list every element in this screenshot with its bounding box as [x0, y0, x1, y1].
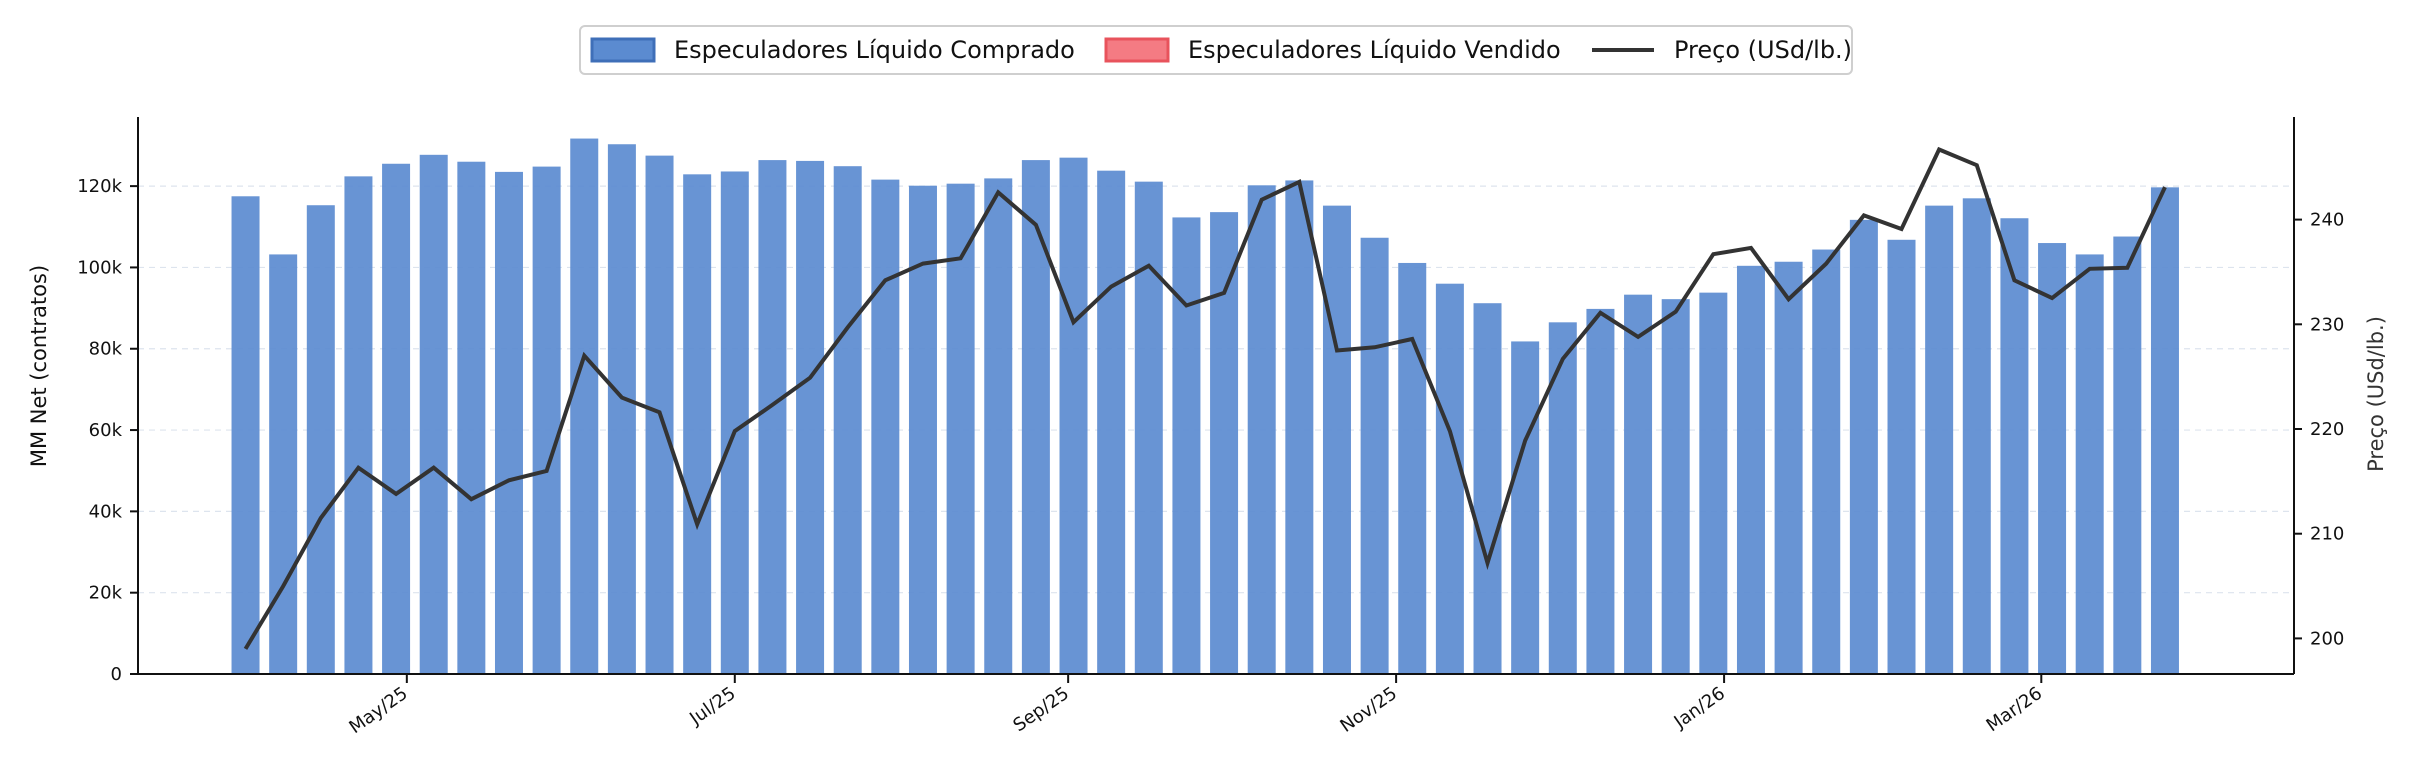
bar-net-long — [1624, 294, 1653, 674]
x-tick-label: May/25 — [345, 683, 411, 738]
bar-net-long — [871, 179, 900, 674]
right-axis-title: Preço (USd/lb.) — [2364, 316, 2388, 472]
bar-net-long — [796, 160, 825, 674]
price-line — [243, 146, 2167, 650]
bar-net-long — [1699, 292, 1728, 674]
x-tick-label: Jan/26 — [1670, 683, 1729, 733]
right-tick-label: 240 — [2310, 210, 2344, 231]
bar-net-long — [419, 154, 448, 675]
left-tick-label: 80k — [89, 339, 123, 360]
left-tick-label: 0 — [111, 664, 122, 685]
legend: Especuladores Líquido Comprado Especulado… — [579, 25, 1853, 75]
x-tick-label: Sep/25 — [1009, 683, 1073, 736]
bar-net-long — [1774, 261, 1803, 674]
x-tick-label: Jul/25 — [685, 683, 739, 730]
bar-net-long — [1925, 205, 1954, 674]
bar-net-long — [570, 138, 599, 675]
bar-net-long — [2000, 218, 2029, 674]
left-tick-label: 60k — [89, 420, 123, 441]
legend-label: Preço (USd/lb.) — [1674, 36, 1852, 64]
bar-net-long — [1435, 283, 1464, 674]
bar-net-long — [1548, 322, 1577, 674]
bar-net-long — [1097, 170, 1126, 674]
bar-net-long — [2075, 254, 2104, 674]
bar-net-long — [1059, 157, 1088, 675]
bar-net-long — [1322, 205, 1351, 674]
bar-net-long — [1962, 198, 1991, 674]
right-tick-label: 200 — [2310, 628, 2344, 649]
legend-swatch — [590, 37, 656, 63]
bar-net-long — [1398, 262, 1427, 674]
right-tick-label: 230 — [2310, 314, 2344, 335]
bar-series-net-long — [231, 138, 2179, 675]
bar-net-long — [607, 144, 636, 675]
bar-net-long — [2150, 187, 2179, 675]
bar-net-long — [1586, 308, 1615, 674]
legend-box — [579, 25, 1853, 75]
bar-net-long — [1736, 265, 1765, 674]
right-tick-label: 210 — [2310, 524, 2344, 545]
bar-net-long — [1511, 341, 1540, 674]
bar-net-long — [833, 166, 862, 674]
right-axis-ticks: 200 210 220 230 240 — [2294, 210, 2344, 649]
bar-net-long — [306, 205, 335, 675]
legend-swatch — [1104, 37, 1170, 63]
x-tick-label: Nov/25 — [1336, 683, 1401, 737]
bar-net-long — [1849, 219, 1878, 674]
left-tick-label: 120k — [77, 176, 122, 197]
x-tick-label: Mar/26 — [1983, 683, 2047, 736]
bar-net-long — [946, 183, 975, 674]
bar-net-long — [344, 176, 373, 674]
bar-net-long — [758, 160, 787, 675]
bar-net-long — [1285, 180, 1314, 675]
bar-net-long — [1134, 181, 1163, 674]
bar-net-long — [683, 174, 712, 674]
bar-net-long — [984, 178, 1013, 674]
left-tick-label: 100k — [77, 257, 122, 278]
bar-net-long — [908, 185, 937, 675]
bar-net-long — [1172, 217, 1201, 675]
left-tick-label: 20k — [89, 583, 123, 604]
price-line-series — [243, 146, 2167, 650]
bar-net-long — [1812, 249, 1841, 674]
bar-net-long — [1887, 239, 1916, 674]
left-tick-label: 40k — [89, 501, 123, 522]
x-axis-ticks: May/25 Jul/25 Sep/25 Nov/25 Jan/26 Mar/26 — [345, 674, 2046, 738]
left-axis-ticks: 0 20k 40k 60k 80k 100k 120k — [77, 176, 138, 685]
bar-net-long — [1360, 237, 1389, 674]
bar-net-long — [382, 163, 411, 674]
left-axis-title: MM Net (contratos) — [27, 265, 51, 467]
right-tick-label: 220 — [2310, 419, 2344, 440]
bar-net-long — [1210, 212, 1239, 675]
bar-net-long — [2038, 243, 2067, 674]
bar-net-long — [494, 171, 523, 675]
axes — [137, 117, 2295, 675]
bar-net-long — [231, 196, 260, 675]
bar-net-long — [2113, 236, 2142, 675]
bar-net-long — [1473, 303, 1502, 674]
bar-net-long — [1247, 185, 1276, 674]
bar-net-long — [532, 166, 561, 675]
bar-net-long — [1661, 299, 1690, 674]
bar-net-long — [1021, 160, 1050, 675]
bar-net-long — [457, 161, 486, 674]
legend-label: Especuladores Líquido Vendido — [1188, 36, 1561, 64]
bar-net-long — [269, 254, 298, 674]
legend-label: Especuladores Líquido Comprado — [674, 36, 1075, 64]
